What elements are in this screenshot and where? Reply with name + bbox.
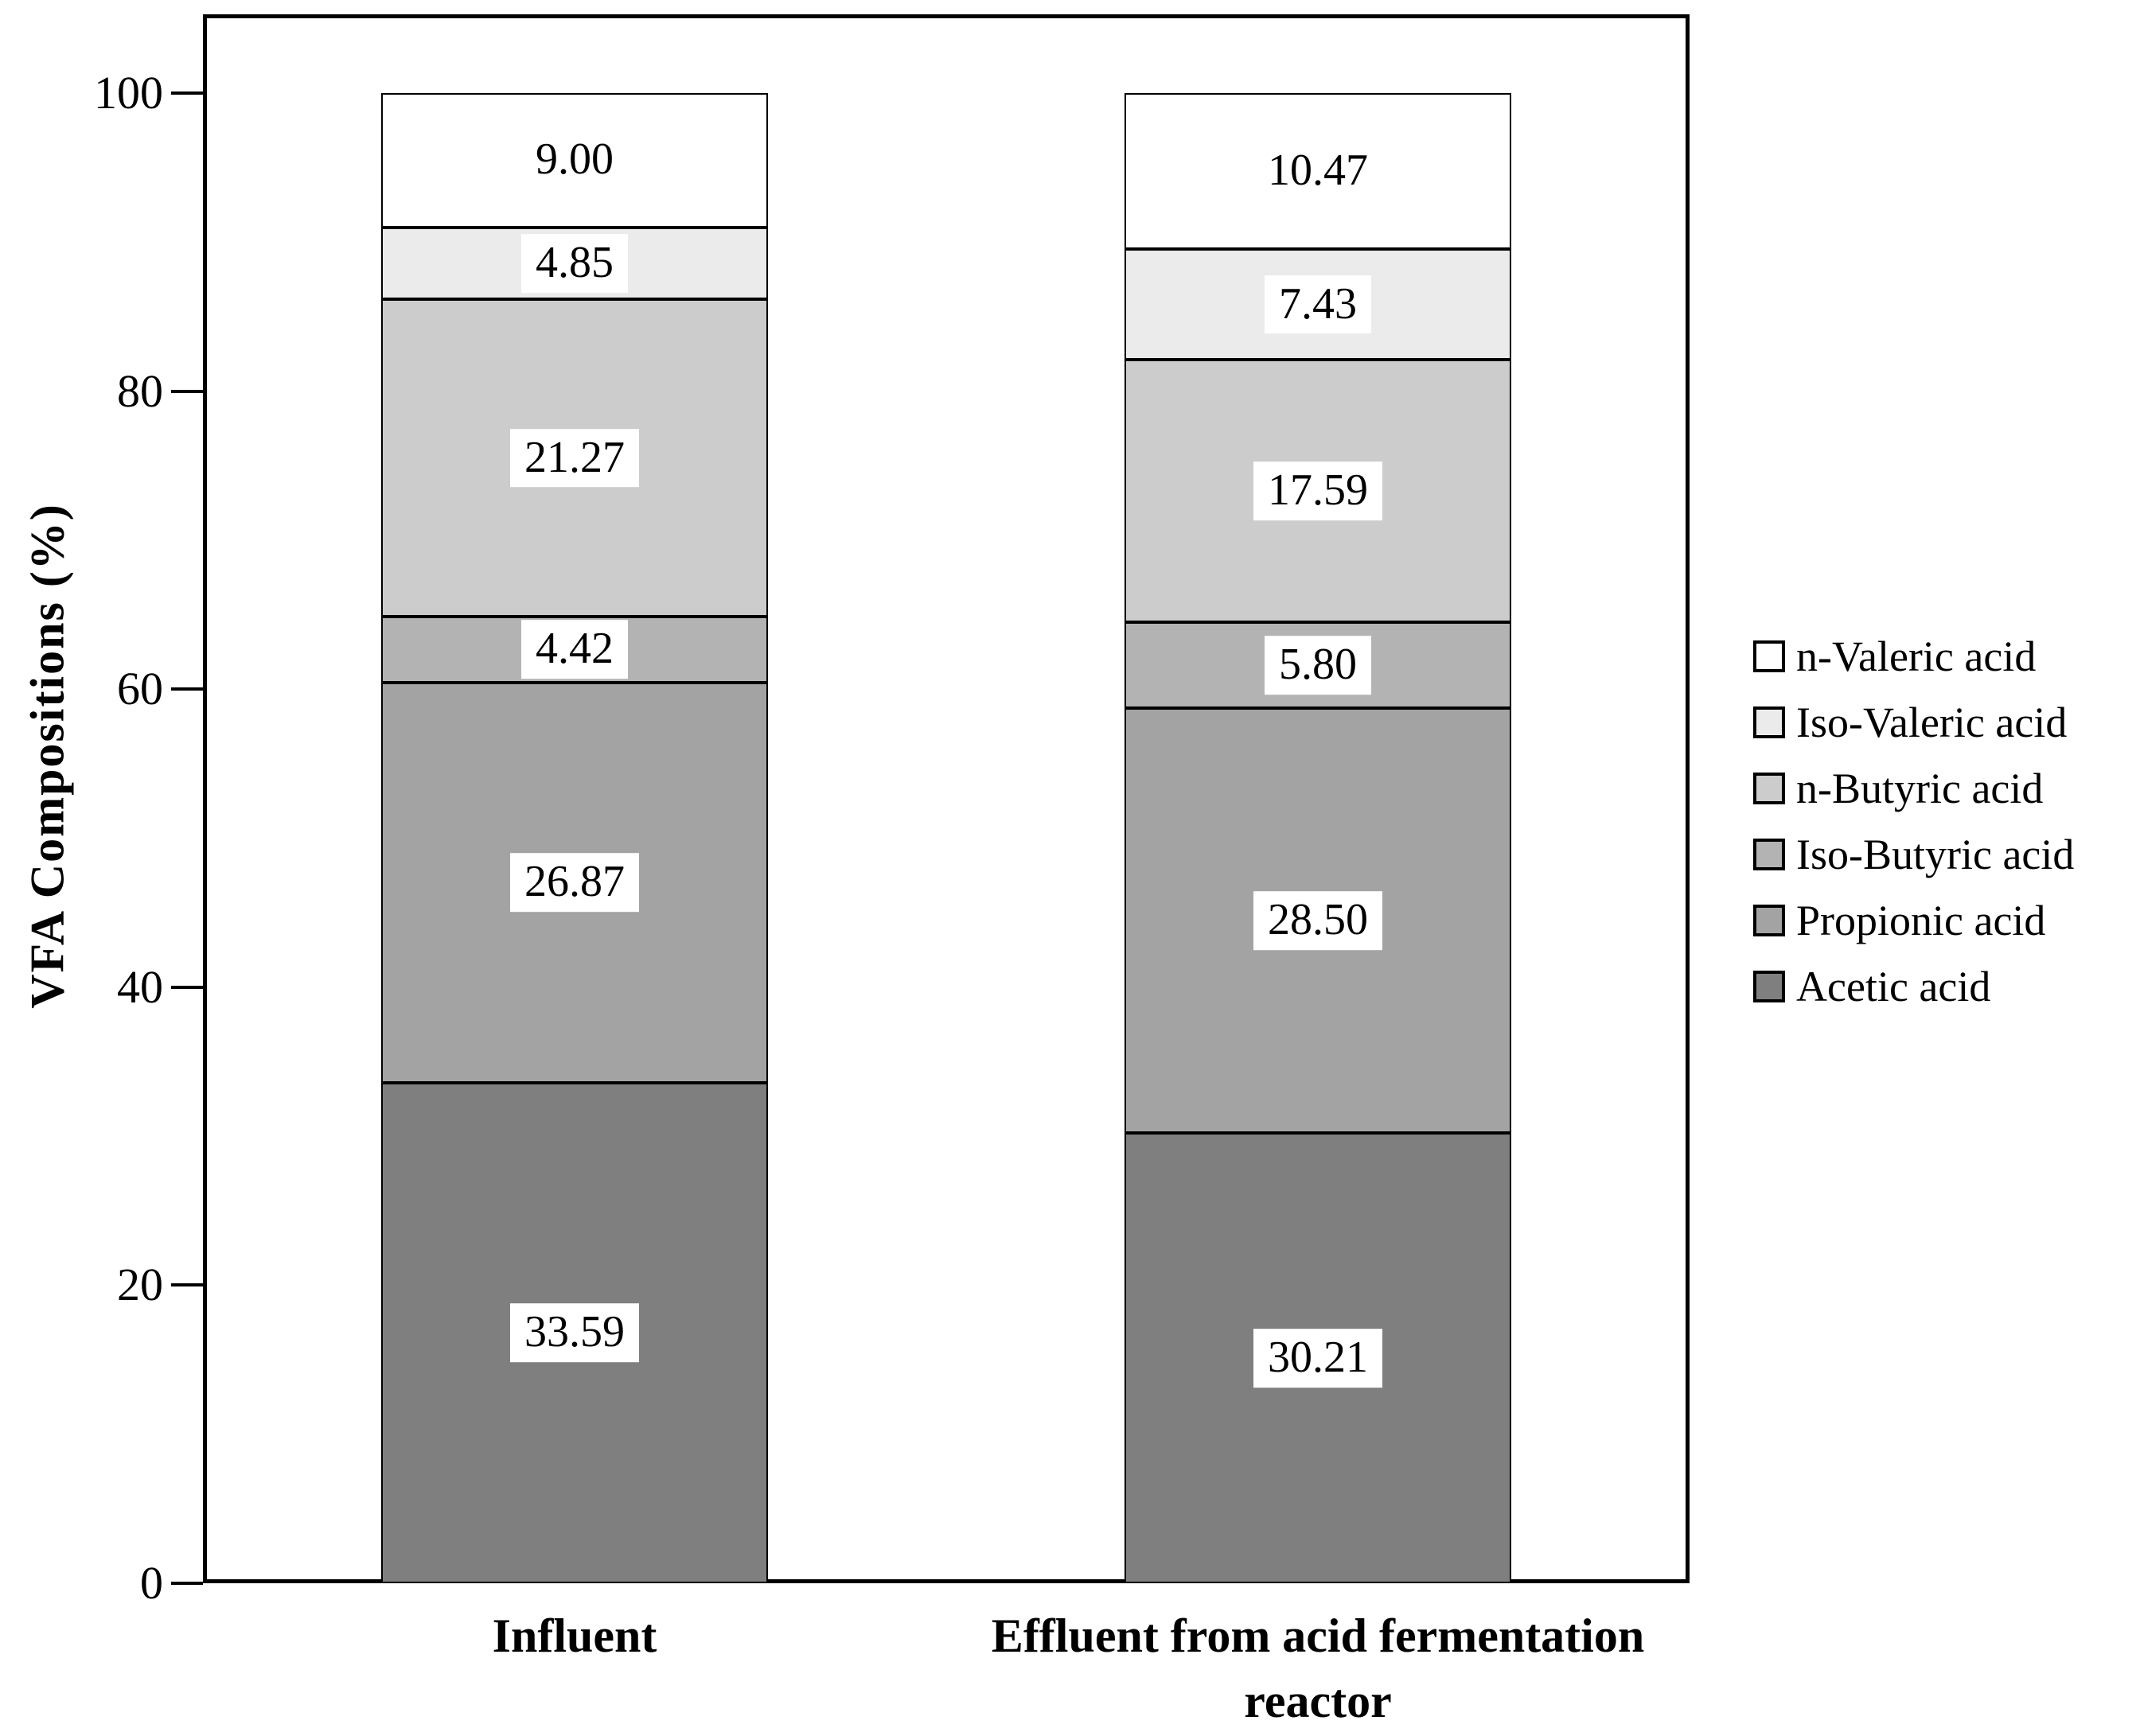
legend-item: Iso-Butyric acid	[1753, 828, 2074, 881]
bar-segment-label: 4.42	[521, 620, 628, 679]
y-tick-label: 0	[140, 1557, 163, 1609]
legend-label: Propionic acid	[1796, 897, 2046, 944]
legend-label: n-Valeric acid	[1796, 633, 2037, 680]
y-tick-mark	[171, 91, 203, 95]
category-label: Influent	[492, 1609, 657, 1662]
category-label: Effluent from acid fermentation reactor	[991, 1609, 1645, 1727]
legend-item: Propionic acid	[1753, 894, 2074, 947]
y-tick-label: 40	[117, 960, 163, 1013]
bar-segment-label: 5.80	[1265, 636, 1371, 695]
legend-item: Iso-Valeric acid	[1753, 696, 2074, 749]
legend-label: n-Butyric acid	[1796, 765, 2044, 812]
y-tick-label: 100	[94, 67, 163, 119]
bar-segment-label: 33.59	[510, 1303, 639, 1363]
y-tick-mark	[171, 985, 203, 989]
bar-segment-label: 28.50	[1253, 891, 1382, 951]
legend-item: n-Butyric acid	[1753, 762, 2074, 815]
bar-segment-label: 26.87	[510, 853, 639, 913]
y-tick-label: 20	[117, 1259, 163, 1311]
bar-segment-label: 9.00	[521, 130, 628, 190]
legend-swatch-icon	[1753, 971, 1785, 1002]
bar-segment-label: 10.47	[1253, 142, 1382, 200]
legend-swatch-icon	[1753, 905, 1785, 936]
legend-item: n-Valeric acid	[1753, 630, 2074, 683]
bar-segment-label: 4.85	[521, 234, 628, 293]
y-tick-label: 60	[117, 663, 163, 715]
legend-label: Iso-Butyric acid	[1796, 831, 2075, 878]
legend-swatch-icon	[1753, 640, 1785, 672]
legend-swatch-icon	[1753, 706, 1785, 738]
legend: n-Valeric acid Iso-Valeric acid n-Butyric …	[1753, 630, 2074, 1026]
y-tick-mark	[171, 687, 203, 691]
legend-label: Acetic acid	[1796, 963, 1991, 1010]
y-tick-label: 80	[117, 364, 163, 417]
legend-label: Iso-Valeric acid	[1796, 699, 2068, 746]
bar-segment-label: 7.43	[1265, 274, 1371, 334]
bar-segment-label: 21.27	[510, 428, 639, 488]
y-axis-title-text: VFA Compositions (%)	[21, 503, 74, 1009]
y-tick-mark	[171, 1283, 203, 1287]
y-tick-mark	[171, 1582, 203, 1585]
legend-swatch-icon	[1753, 773, 1785, 804]
bar-segment-label: 17.59	[1253, 461, 1382, 520]
y-tick-mark	[171, 389, 203, 393]
legend-item: Acetic acid	[1753, 960, 2074, 1013]
legend-swatch-icon	[1753, 839, 1785, 870]
bar-segment-label: 30.21	[1253, 1329, 1382, 1388]
